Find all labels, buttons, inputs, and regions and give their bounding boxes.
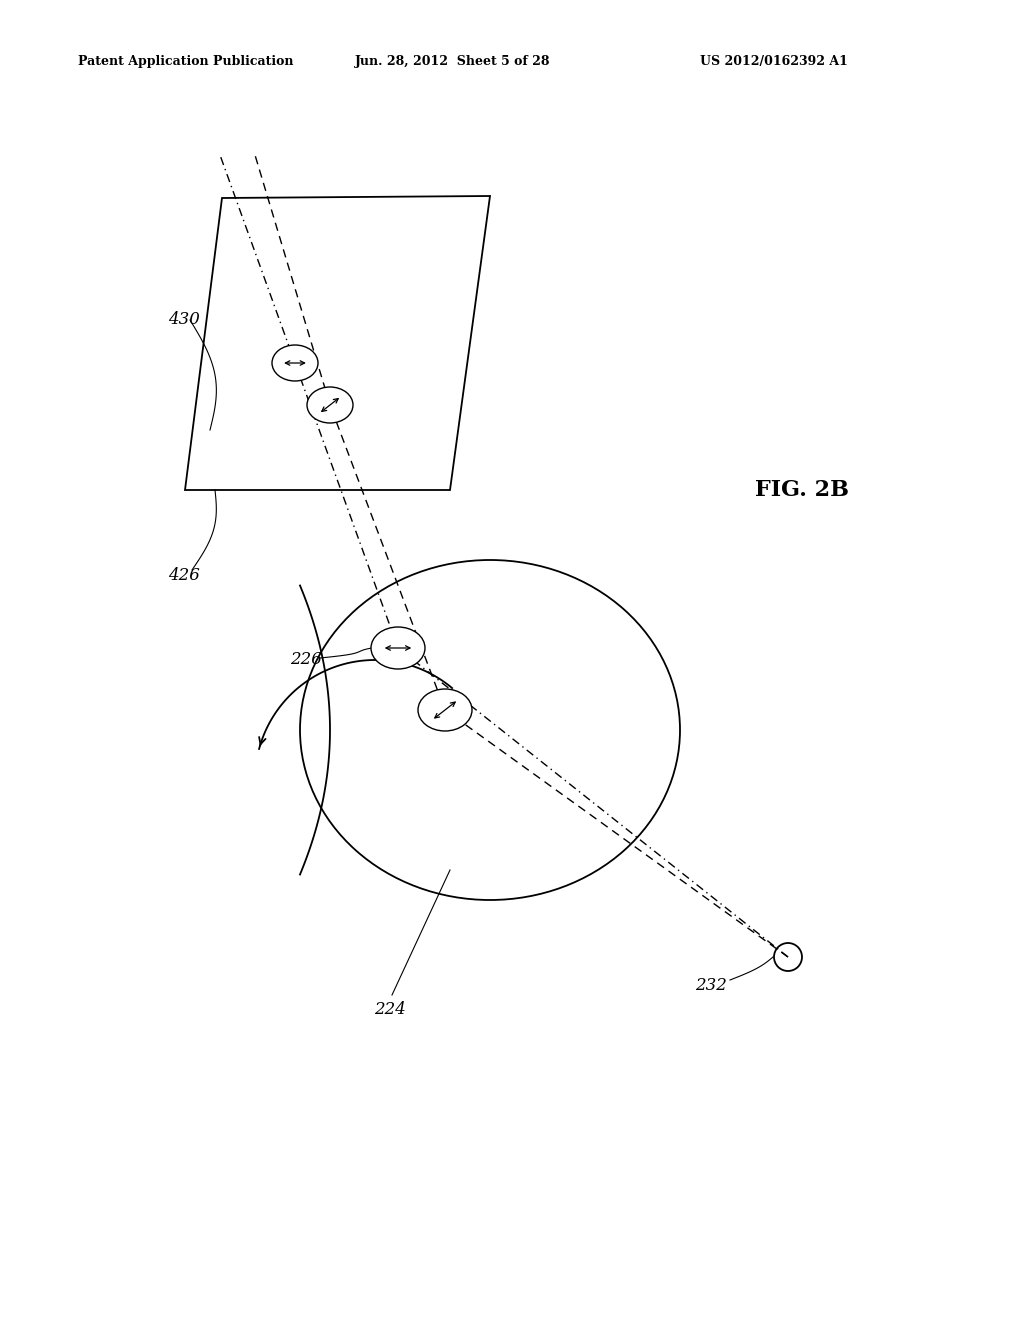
Ellipse shape <box>272 345 318 381</box>
Text: 232: 232 <box>695 977 727 994</box>
Text: Jun. 28, 2012  Sheet 5 of 28: Jun. 28, 2012 Sheet 5 of 28 <box>355 55 551 69</box>
Text: 226: 226 <box>290 652 322 668</box>
Text: 426: 426 <box>168 566 200 583</box>
Text: 430: 430 <box>168 312 200 329</box>
Ellipse shape <box>418 689 472 731</box>
Ellipse shape <box>307 387 353 422</box>
Text: 224: 224 <box>374 1002 406 1019</box>
Text: FIG. 2B: FIG. 2B <box>755 479 849 502</box>
Ellipse shape <box>371 627 425 669</box>
Text: Patent Application Publication: Patent Application Publication <box>78 55 294 69</box>
Text: US 2012/0162392 A1: US 2012/0162392 A1 <box>700 55 848 69</box>
